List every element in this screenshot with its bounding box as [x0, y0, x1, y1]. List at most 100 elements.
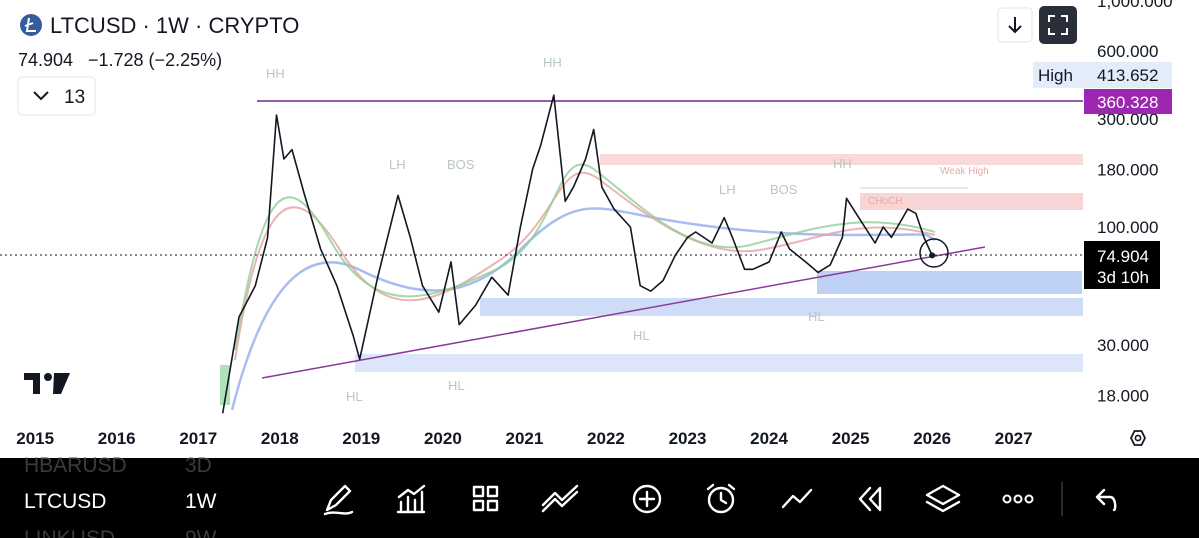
toolbar-interval[interactable]: 1W [185, 490, 217, 513]
annotation: HL [346, 389, 363, 404]
toolbar-icons [323, 482, 1117, 516]
toolbar [0, 458, 1199, 538]
x-tick-label: 2027 [995, 429, 1033, 448]
cursor-circle [919, 238, 949, 268]
high-value-box [1084, 62, 1172, 88]
brand-logo [24, 373, 70, 394]
y-tick-label: 100.000 [1097, 218, 1158, 237]
annotation: LH [389, 157, 406, 172]
chevron-icon [33, 91, 49, 101]
x-tick-label: 2024 [750, 429, 788, 448]
x-tick-label: 2020 [424, 429, 462, 448]
annotation: HL [808, 309, 825, 324]
y-tick-label: 30.000 [1097, 336, 1149, 355]
draw-tool[interactable] [323, 484, 354, 516]
next-symbol[interactable]: LINKUSD [24, 527, 115, 538]
indicator-toggle[interactable]: 13 [17, 76, 96, 116]
next-interval[interactable]: 9W [185, 527, 217, 538]
indicators-tool[interactable] [396, 484, 426, 514]
annotation: BOS [770, 182, 798, 197]
x-tick-label: 2022 [587, 429, 625, 448]
alert-tool[interactable] [707, 486, 735, 514]
settings-icon-center [1134, 434, 1142, 442]
x-tick-label: 2015 [16, 429, 54, 448]
annotation: HL [448, 378, 465, 393]
price-line [221, 94, 933, 414]
settings-button[interactable] [1129, 430, 1147, 446]
fullscreen-icon [1048, 15, 1068, 35]
moving-average [230, 207, 936, 411]
last-point [929, 252, 936, 259]
settings-icon[interactable] [1129, 430, 1147, 446]
alert-tool-hands [706, 483, 736, 505]
add-tool-plus [638, 490, 656, 508]
price-change: −1.728 (−2.25%) [88, 50, 222, 70]
undo-tool[interactable] [1095, 488, 1117, 512]
last-price-label: 74.904 [1097, 247, 1149, 266]
more-dot[interactable] [1013, 494, 1023, 504]
annotation: CHoCH [868, 196, 902, 207]
demand-zone [817, 271, 1082, 294]
y-tick-label: 300.000 [1097, 110, 1158, 129]
moving-average [234, 171, 936, 361]
supply-zone [600, 154, 1083, 165]
replay-tool[interactable] [858, 486, 882, 512]
level-value: 360.328 [1097, 93, 1158, 112]
download-button[interactable] [997, 7, 1033, 43]
x-tick-label: 2023 [669, 429, 707, 448]
high-label: High [1038, 66, 1073, 85]
level-box [1084, 89, 1172, 114]
annotation: BOS [447, 157, 475, 172]
last-price-box [1084, 241, 1160, 289]
coin-logo [20, 14, 42, 36]
moving-average [234, 163, 936, 351]
last-price: 74.904 [18, 50, 73, 70]
x-tick-label: 2026 [913, 429, 951, 448]
layout-tool[interactable] [472, 485, 499, 512]
fullscreen-button[interactable] [1039, 6, 1077, 44]
prev-interval[interactable]: 3D [185, 454, 212, 477]
coin-logo-glyph [24, 17, 36, 32]
demand-zone [480, 298, 1083, 316]
indicator-count: 13 [64, 87, 85, 108]
more-dot[interactable] [1002, 494, 1012, 504]
y-tick-label: 1,000.000 [1097, 0, 1173, 11]
y-tick-label: 600.000 [1097, 42, 1158, 61]
indicator-toggle-box[interactable] [17, 76, 96, 116]
logo-part [53, 373, 70, 394]
logo-part [44, 373, 52, 381]
high-label-box [1033, 62, 1084, 88]
logo-part [24, 373, 40, 394]
plot: 1,000.000 600.000 300.000 180.000 100.000 30.… [16, 0, 1172, 448]
zone [220, 365, 230, 405]
x-tick-label: 2017 [179, 429, 217, 448]
supply-zone [860, 193, 1083, 210]
chart-type-tool[interactable] [781, 488, 813, 509]
fullscreen-button-box[interactable] [1039, 6, 1077, 44]
x-tick-label: 2021 [506, 429, 544, 448]
objects-tool[interactable] [925, 484, 961, 513]
x-tick-label: 2025 [832, 429, 870, 448]
annotation: Weak High [940, 166, 989, 177]
high-value: 413.652 [1097, 66, 1158, 85]
compare-tool[interactable] [541, 484, 579, 513]
annotation: HH [266, 66, 285, 81]
toolbar-symbol[interactable]: LTCUSD [24, 490, 106, 513]
download-icon [1008, 17, 1022, 34]
symbol-title: LTCUSD · 1W · CRYPTO [50, 13, 299, 38]
y-tick-label: 180.000 [1097, 160, 1158, 179]
annotation: LH [719, 182, 736, 197]
y-tick-label: 18.000 [1097, 386, 1149, 405]
demand-zone [355, 354, 1083, 372]
annotations: HH HH LH BOS LH BOS HH HL HL HL HL Weak … [266, 55, 989, 404]
chart-background [0, 0, 1199, 458]
trend-line [261, 246, 986, 379]
x-tick-label: 2019 [342, 429, 380, 448]
annotation: HH [833, 156, 852, 171]
add-tool[interactable] [632, 484, 662, 514]
more-dot[interactable] [1024, 494, 1034, 504]
prev-symbol[interactable]: HBARUSD [24, 454, 127, 477]
x-tick-label: 2018 [261, 429, 299, 448]
zones [220, 154, 1083, 405]
